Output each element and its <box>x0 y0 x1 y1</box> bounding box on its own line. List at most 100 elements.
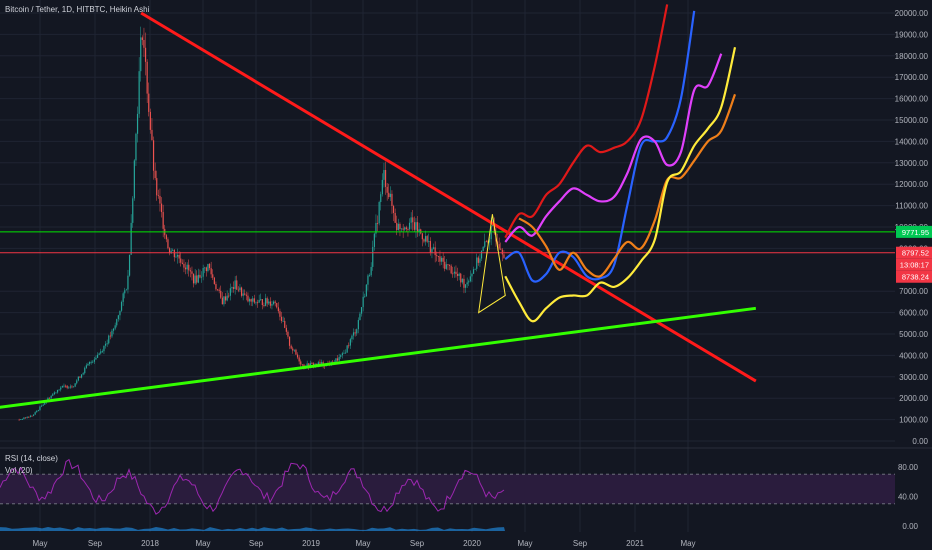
candle-body <box>501 249 503 255</box>
candle-body <box>482 246 484 251</box>
candle-body <box>396 222 398 231</box>
candle-body <box>301 364 303 366</box>
candle-body <box>477 257 479 263</box>
x-tick-label: May <box>680 539 695 548</box>
candle-body <box>271 304 273 306</box>
trendline <box>0 306 757 409</box>
price-badge-label: 9771.95 <box>902 228 929 237</box>
candle-body <box>490 226 492 240</box>
candle-body <box>160 203 163 213</box>
candle-body <box>215 284 217 290</box>
candle-body <box>292 348 294 351</box>
candle-body <box>472 269 475 274</box>
candle-body <box>108 335 110 344</box>
candle-body <box>189 270 191 272</box>
candle-body <box>445 264 447 269</box>
candle-body <box>352 332 355 336</box>
candle-body <box>117 315 119 320</box>
volume-label: Vol (20) <box>5 466 33 475</box>
candle-body <box>229 288 231 296</box>
candle-body <box>88 362 91 364</box>
candle-body <box>188 264 190 271</box>
candle-body <box>68 387 70 389</box>
candle-body <box>468 281 470 283</box>
x-tick-label: 2018 <box>141 539 159 548</box>
candle-body <box>346 345 348 353</box>
candle-body <box>85 365 87 368</box>
candle-body <box>261 299 263 306</box>
candle-body <box>184 267 187 270</box>
candle-body <box>488 239 491 243</box>
candle-body <box>71 386 73 388</box>
candle-body <box>312 363 315 366</box>
volume-tick-label: 0.00 <box>902 522 918 531</box>
candle-body <box>232 287 235 289</box>
y-tick-label: 20000.00 <box>895 9 929 18</box>
candle-body <box>432 247 435 249</box>
candle-body <box>434 247 436 256</box>
candle-body <box>300 361 302 365</box>
candle-body <box>236 280 238 290</box>
candle-body <box>112 328 115 331</box>
y-tick-label: 5000.00 <box>899 330 928 339</box>
candle-body <box>156 178 158 196</box>
candle-body <box>394 212 396 223</box>
candle-body <box>404 227 406 230</box>
price-badge-label: 8738.24 <box>902 273 929 282</box>
candle-body <box>348 345 350 347</box>
candle-body <box>463 278 465 288</box>
candle-body <box>231 287 233 289</box>
candle-body <box>104 343 107 346</box>
price-badge <box>896 270 932 283</box>
candle-body <box>388 192 390 198</box>
candle-body <box>476 257 478 269</box>
projection-line <box>504 4 669 239</box>
candle-body <box>380 194 382 203</box>
candle-body <box>288 336 291 346</box>
candle-body <box>378 202 380 224</box>
y-tick-label: 17000.00 <box>895 73 929 82</box>
rsi-band <box>0 474 895 504</box>
candle-body <box>21 419 23 420</box>
x-tick-label: Sep <box>410 539 425 548</box>
candle-body <box>32 414 35 416</box>
candle-body <box>29 415 31 417</box>
rsi-label: RSI (14, close) <box>5 454 58 463</box>
candle-body <box>413 222 415 230</box>
y-tick-label: 15000.00 <box>895 116 929 125</box>
candle-body <box>447 264 449 266</box>
candle-body <box>453 271 455 274</box>
y-tick-label: 18000.00 <box>895 52 929 61</box>
x-tick-label: May <box>32 539 47 548</box>
candle-body <box>460 273 462 283</box>
candle-body <box>248 299 251 302</box>
candle-body <box>360 307 363 314</box>
candle-body <box>149 111 151 130</box>
candle-body <box>111 330 113 337</box>
candle-body <box>116 319 118 326</box>
candle-body <box>197 274 199 283</box>
candle-body <box>349 339 351 346</box>
candle-body <box>336 358 339 361</box>
candle-body <box>258 299 260 303</box>
candle-body <box>124 290 126 294</box>
candle-body <box>410 217 412 223</box>
candle-body <box>92 361 94 363</box>
candle-body <box>207 263 209 272</box>
candle-body <box>176 254 179 257</box>
candle-body <box>485 241 487 243</box>
candle-body <box>205 267 207 272</box>
candle-body <box>279 311 281 317</box>
candle-body <box>245 294 247 296</box>
candle-body <box>431 248 433 253</box>
candle-body <box>79 376 81 378</box>
candle-body <box>397 223 399 231</box>
candle-body <box>293 349 295 351</box>
x-tick-label: 2021 <box>626 539 644 548</box>
candle-body <box>80 374 83 378</box>
candle-body <box>242 293 244 296</box>
projection-line <box>504 10 696 283</box>
y-tick-label: 11000.00 <box>895 202 928 211</box>
candle-body <box>93 359 95 362</box>
